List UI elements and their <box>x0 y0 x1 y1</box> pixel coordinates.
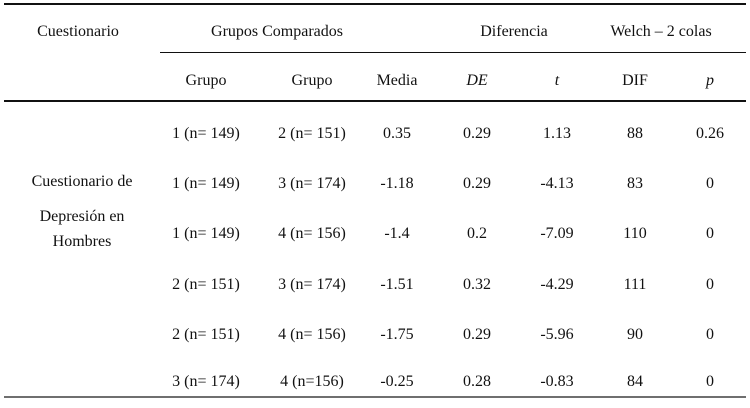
col-header-media: Media <box>376 72 418 89</box>
stub-label-line: Hombres <box>52 233 112 250</box>
cell-de: 0.29 <box>463 326 491 343</box>
cell-media: -0.25 <box>380 373 414 390</box>
col-header-de: DE <box>466 72 488 89</box>
cell-p: 0 <box>706 326 714 343</box>
cell-p: 0 <box>706 276 714 293</box>
cell-grupo-a: 2 (n= 151) <box>172 326 240 343</box>
cell-de: 0.32 <box>463 276 491 293</box>
header-bottom-rule <box>4 100 746 102</box>
cell-p: 0 <box>706 225 714 242</box>
cell-p: 0.26 <box>696 125 724 142</box>
cell-de: 0.29 <box>463 175 491 192</box>
cell-dif: 110 <box>623 225 647 242</box>
col-header-dif: DIF <box>622 72 648 89</box>
cell-grupo-b: 4 (n= 156) <box>278 326 346 343</box>
col-header-grupo-a: Grupo <box>185 72 227 89</box>
cell-grupo-b: 3 (n= 174) <box>278 175 346 192</box>
cell-dif: 90 <box>627 326 643 343</box>
cell-t: -5.96 <box>540 326 574 343</box>
cell-media: -1.4 <box>384 225 410 242</box>
cell-grupo-a: 2 (n= 151) <box>172 276 240 293</box>
cell-t: -4.13 <box>540 175 574 192</box>
table-top-rule <box>4 3 746 5</box>
cell-grupo-a: 1 (n= 149) <box>172 125 240 142</box>
cell-de: 0.2 <box>467 225 487 242</box>
stub-label-line: Depresión en <box>39 208 125 225</box>
cell-t: -4.29 <box>540 276 574 293</box>
cell-media: 0.35 <box>383 125 411 142</box>
stub-label-line: Cuestionario de <box>31 173 133 190</box>
cell-p: 0 <box>706 175 714 192</box>
cell-media: -1.51 <box>380 276 414 293</box>
cell-grupo-b: 4 (n=156) <box>280 373 344 390</box>
cell-dif: 88 <box>627 125 643 142</box>
cell-dif: 111 <box>623 276 647 293</box>
stub-column-header: Cuestionario <box>37 23 119 40</box>
group-header-grupos-comparados: Grupos Comparados <box>211 23 343 40</box>
group-header-underline <box>160 52 746 53</box>
cell-de: 0.28 <box>463 373 491 390</box>
cell-grupo-b: 3 (n= 174) <box>278 276 346 293</box>
table-bottom-rule <box>4 396 746 398</box>
col-header-grupo-b: Grupo <box>291 72 333 89</box>
cell-grupo-b: 2 (n= 151) <box>278 125 346 142</box>
cell-dif: 83 <box>627 175 643 192</box>
cell-t: 1.13 <box>543 125 571 142</box>
group-header-diferencia: Diferencia <box>480 23 548 40</box>
cell-grupo-a: 1 (n= 149) <box>172 175 240 192</box>
cell-t: -0.83 <box>540 373 574 390</box>
cell-grupo-a: 3 (n= 174) <box>172 373 240 390</box>
col-header-p: p <box>706 72 714 89</box>
cell-media: -1.75 <box>380 326 414 343</box>
cell-de: 0.29 <box>463 125 491 142</box>
group-header-welch: Welch – 2 colas <box>610 23 712 40</box>
cell-dif: 84 <box>627 373 643 390</box>
cell-t: -7.09 <box>540 225 574 242</box>
cell-grupo-b: 4 (n= 156) <box>278 225 346 242</box>
col-header-t: t <box>554 72 560 89</box>
cell-grupo-a: 1 (n= 149) <box>172 225 240 242</box>
cell-p: 0 <box>706 373 714 390</box>
cell-media: -1.18 <box>380 175 414 192</box>
